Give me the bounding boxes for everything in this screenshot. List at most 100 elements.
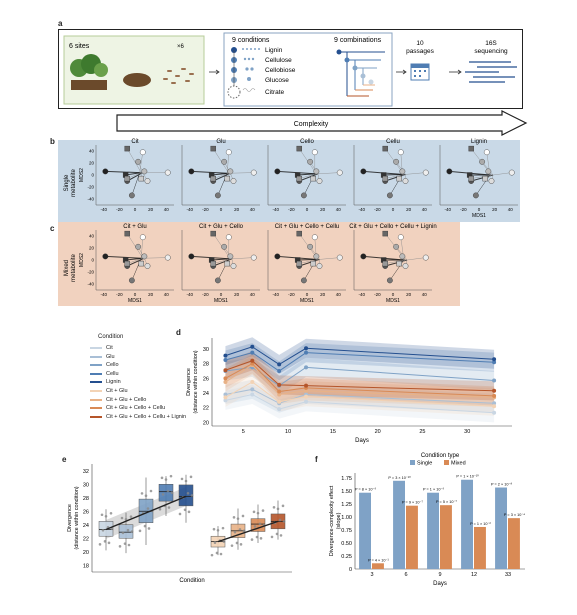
mds-xtick: 0	[478, 207, 481, 212]
mds-point	[336, 169, 343, 176]
y-tick-label: 22	[83, 536, 89, 542]
mds-trajectory	[471, 174, 492, 179]
y-tick-label: 20	[203, 420, 209, 426]
legend-item: Cello	[90, 362, 119, 368]
box-point	[149, 489, 153, 493]
box-point	[213, 541, 217, 545]
box-point	[253, 525, 257, 528]
mds-point	[230, 263, 237, 269]
mds-point	[483, 149, 490, 156]
mds-ylabel: MDS2	[79, 168, 85, 182]
mds-trajectory	[226, 152, 230, 174]
mds-point	[402, 263, 409, 269]
y-axis-label-l2: (slope)	[336, 512, 342, 529]
legend-item: Cit + Glu	[90, 388, 128, 394]
legend-label: Glu	[106, 353, 115, 360]
mds-xtick: 20	[320, 207, 326, 212]
mds-xtick: -40	[359, 292, 366, 297]
mds-trajectory	[213, 258, 231, 264]
mds-point	[274, 253, 281, 260]
box-point	[261, 509, 265, 512]
mds-trajectory	[140, 237, 144, 259]
panel-label-a: a	[58, 19, 63, 28]
mds-xtick: 40	[422, 292, 428, 297]
legend-swatch	[90, 398, 102, 401]
mds-xtick: 40	[508, 207, 514, 212]
mds-point	[488, 178, 495, 184]
box-point	[147, 527, 151, 530]
mds-ytick: -40	[87, 197, 94, 202]
panel-label-e: e	[62, 455, 67, 464]
legend-item: Cit + Glu + Cello + Cellu	[90, 405, 165, 411]
series-point	[223, 395, 228, 400]
mds-point	[296, 175, 302, 182]
panel-c-mds-grid: Cit + Glu -40 -20 0 20 40 40 20 0 -20 -40 MDS2 MDS1 C…	[79, 224, 437, 304]
box-point	[123, 542, 127, 545]
mds-xtick: 20	[234, 292, 240, 297]
mds-point	[311, 149, 318, 156]
combination-nodes	[336, 49, 374, 85]
series-point	[277, 362, 282, 367]
y-tick-label: 0.50	[341, 541, 352, 547]
mds-point	[296, 260, 302, 267]
panel-label-d: d	[176, 328, 181, 337]
mds-point	[393, 243, 400, 250]
series-point	[277, 407, 282, 412]
x-tick-label: 33	[505, 572, 511, 578]
mds-title: Cit + Glu	[123, 224, 147, 230]
mds-point	[164, 169, 171, 176]
bar-p-value: P = 8 × 10⁻⁹	[355, 488, 376, 492]
mds-point	[360, 253, 367, 260]
bar	[440, 505, 452, 569]
mds-point	[139, 234, 146, 241]
mds-trajectory	[317, 172, 340, 175]
box-point	[183, 508, 187, 512]
mds-trajectory	[319, 257, 340, 260]
bar-p-value: P = 5 × 10⁻⁷	[436, 500, 457, 504]
mds-point	[472, 192, 479, 199]
mds-title: Cit + Glu + Cello	[199, 224, 244, 230]
mds-trajectory	[105, 170, 140, 174]
box-point	[210, 553, 214, 557]
metabolite-citrate: Citrate	[265, 89, 285, 96]
box-point	[255, 535, 259, 539]
mds-point	[479, 158, 486, 165]
mds-point	[307, 243, 314, 250]
y-tick-label: 28	[203, 362, 209, 368]
box-point	[121, 531, 125, 535]
mds-xtick: -40	[187, 207, 194, 212]
panel-a-workflow: 6 sites ×6 9 conditions 9 combinations	[58, 29, 523, 109]
mds-point	[124, 175, 130, 182]
mds-title: Cit + Glu + Cello + Cellu	[275, 224, 340, 230]
mds-trajectory	[299, 259, 318, 264]
mds-trajectory	[297, 173, 317, 176]
legend-swatch	[90, 390, 102, 392]
mds-xtick: 20	[406, 207, 412, 212]
box-point	[166, 489, 170, 493]
box-point	[167, 506, 171, 509]
conditions-label: 9 conditions	[232, 37, 270, 44]
mds-title: Cit + Glu + Cello + Cellu + Lignin	[349, 224, 436, 230]
mds-trajectory	[405, 172, 426, 175]
mds-point	[482, 175, 488, 182]
mds-ylabel: MDS2	[79, 253, 85, 267]
box-point	[158, 507, 162, 511]
mds-point	[399, 253, 406, 260]
box-point	[236, 517, 240, 520]
bar-p-value: P = 3 × 10⁻¹⁰	[388, 476, 411, 480]
bar	[393, 480, 405, 569]
y-tick-label: 22	[203, 406, 209, 412]
panel-b-mds-grid: Cit -40 -20 0 20 40 40 20 0 -20 -40 MDS2 Glu -40 -20 0 2…	[79, 139, 518, 219]
row-label-mixed: Mixed metabolite	[64, 253, 77, 281]
x-tick-label: 20	[375, 429, 381, 435]
mds-point	[224, 175, 230, 182]
mds-point	[141, 168, 148, 175]
legend-swatch	[90, 347, 102, 349]
series-point	[277, 392, 282, 397]
mds-point	[124, 260, 130, 267]
series-point	[223, 392, 228, 397]
mds-xtick: 40	[422, 207, 428, 212]
series-point	[250, 361, 255, 366]
bar	[406, 505, 418, 569]
box-point	[98, 543, 102, 546]
